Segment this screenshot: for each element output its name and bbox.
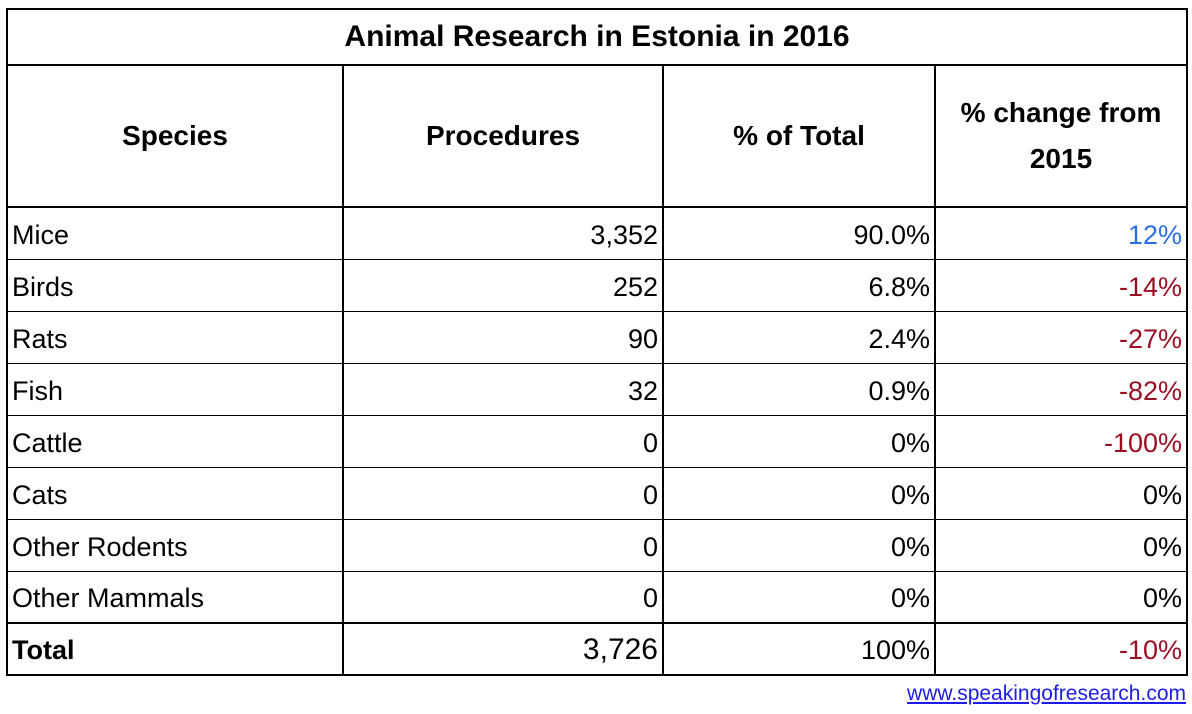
procedures-cell: 90 (342, 310, 664, 364)
total-pct-change-cell: -10% (933, 622, 1189, 676)
pct-change-cell: -100% (933, 414, 1189, 468)
column-header-procedures: Procedures (342, 64, 664, 208)
column-header-species: Species (6, 64, 344, 208)
pct-change-cell: 12% (933, 206, 1189, 260)
animal-research-table: Animal Research in Estonia in 2016 Speci… (5, 8, 1189, 676)
pct-of-total-cell: 0% (662, 466, 936, 520)
species-cell: Mice (6, 206, 344, 260)
pct-change-cell: 0% (933, 570, 1189, 624)
procedures-cell: 32 (342, 362, 664, 416)
total-procedures-cell: 3,726 (342, 622, 664, 676)
species-cell: Birds (6, 258, 344, 312)
pct-change-cell: -82% (933, 362, 1189, 416)
pct-of-total-cell: 90.0% (662, 206, 936, 260)
table-row: Other Rodents 0 0% 0% (6, 518, 1189, 572)
pct-of-total-cell: 6.8% (662, 258, 936, 312)
table-row: Cattle 0 0% -100% (6, 414, 1189, 468)
column-header-pct-change: % change from 2015 (933, 64, 1189, 208)
species-cell: Cattle (6, 414, 344, 468)
footer-link[interactable]: www.speakingofresearch.com (907, 682, 1186, 705)
table-row: Rats 90 2.4% -27% (6, 310, 1189, 364)
pct-of-total-cell: 0% (662, 518, 936, 572)
total-pct-of-total-cell: 100% (662, 622, 936, 676)
pct-change-cell: 0% (933, 466, 1189, 520)
table-row: Other Mammals 0 0% 0% (6, 570, 1189, 624)
header-row: Species Procedures % of Total % change f… (6, 64, 1189, 208)
pct-of-total-cell: 0.9% (662, 362, 936, 416)
pct-of-total-cell: 0% (662, 414, 936, 468)
table-row: Cats 0 0% 0% (6, 466, 1189, 520)
procedures-cell: 3,352 (342, 206, 664, 260)
species-cell: Cats (6, 466, 344, 520)
species-cell: Fish (6, 362, 344, 416)
table-row: Birds 252 6.8% -14% (6, 258, 1189, 312)
procedures-cell: 0 (342, 466, 664, 520)
table-body: Mice 3,352 90.0% 12% Birds 252 6.8% -14%… (6, 206, 1189, 624)
total-label-cell: Total (6, 622, 344, 676)
total-row: Total 3,726 100% -10% (6, 622, 1189, 676)
procedures-cell: 0 (342, 518, 664, 572)
procedures-cell: 252 (342, 258, 664, 312)
pct-of-total-cell: 0% (662, 570, 936, 624)
table-row: Mice 3,352 90.0% 12% (6, 206, 1189, 260)
species-cell: Other Mammals (6, 570, 344, 624)
footer: www.speakingofresearch.com (6, 682, 1186, 706)
pct-change-cell: -27% (933, 310, 1189, 364)
species-cell: Other Rodents (6, 518, 344, 572)
procedures-cell: 0 (342, 570, 664, 624)
species-cell: Rats (6, 310, 344, 364)
table-row: Fish 32 0.9% -82% (6, 362, 1189, 416)
column-header-pct-of-total: % of Total (662, 64, 936, 208)
title-row: Animal Research in Estonia in 2016 (5, 8, 1189, 66)
pct-of-total-cell: 2.4% (662, 310, 936, 364)
pct-change-cell: -14% (933, 258, 1189, 312)
procedures-cell: 0 (342, 414, 664, 468)
pct-change-cell: 0% (933, 518, 1189, 572)
table-title: Animal Research in Estonia in 2016 (5, 8, 1189, 66)
